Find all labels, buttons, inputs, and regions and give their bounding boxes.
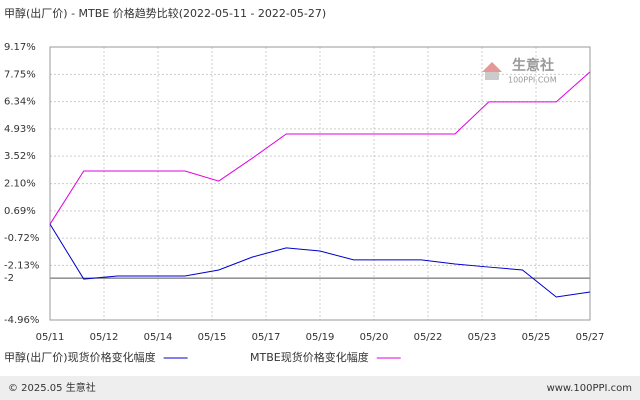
series-line bbox=[49, 71, 591, 225]
plot-border bbox=[49, 46, 591, 321]
y-tick-label: -0.72% bbox=[4, 233, 39, 244]
x-tick-label: 05/12 bbox=[90, 332, 119, 343]
footer-right: www.100PPI.com bbox=[547, 383, 632, 394]
chart-title: 甲醇(出厂价) - MTBE 价格趋势比较(2022-05-11 - 2022-… bbox=[4, 6, 326, 20]
y-tick-label: 6.34% bbox=[4, 97, 36, 108]
watermark-icon bbox=[485, 72, 499, 80]
reference-label: -2 bbox=[4, 273, 14, 284]
y-tick-label: 4.93% bbox=[4, 124, 36, 135]
y-tick-label: 7.75% bbox=[4, 69, 36, 80]
y-tick-label: -4.96% bbox=[4, 315, 39, 326]
x-tick-label: 05/25 bbox=[522, 332, 551, 343]
x-tick-label: 05/17 bbox=[252, 332, 281, 343]
y-tick-label: 0.69% bbox=[4, 206, 36, 217]
watermark-name: 生意社 bbox=[512, 57, 554, 74]
y-tick-label: 3.52% bbox=[4, 151, 36, 162]
x-tick-label: 05/15 bbox=[198, 332, 227, 343]
watermark-site: 100PPI.COM bbox=[508, 76, 557, 85]
legend-label: 甲醇(出厂价)现货价格变化幅度 bbox=[4, 350, 156, 364]
x-tick-label: 05/27 bbox=[576, 332, 605, 343]
watermark: 生意社 100PPI.COM bbox=[482, 57, 557, 85]
footer-left: © 2025.05 生意社 bbox=[8, 381, 96, 394]
x-tick-label: 05/14 bbox=[144, 332, 173, 343]
x-tick-label: 05/19 bbox=[306, 332, 335, 343]
legend-label: MTBE现货价格变化幅度 bbox=[250, 350, 369, 364]
x-tick-label: 05/11 bbox=[36, 332, 65, 343]
y-tick-label: 9.17% bbox=[4, 42, 36, 53]
x-tick-label: 05/20 bbox=[360, 332, 389, 343]
series-line bbox=[49, 223, 591, 298]
y-tick-label: -2.13% bbox=[4, 260, 39, 271]
x-tick-label: 05/23 bbox=[468, 332, 497, 343]
watermark-icon bbox=[482, 62, 502, 72]
x-tick-label: 05/22 bbox=[414, 332, 443, 343]
y-tick-label: 2.10% bbox=[4, 179, 36, 190]
footer-band bbox=[0, 376, 640, 400]
